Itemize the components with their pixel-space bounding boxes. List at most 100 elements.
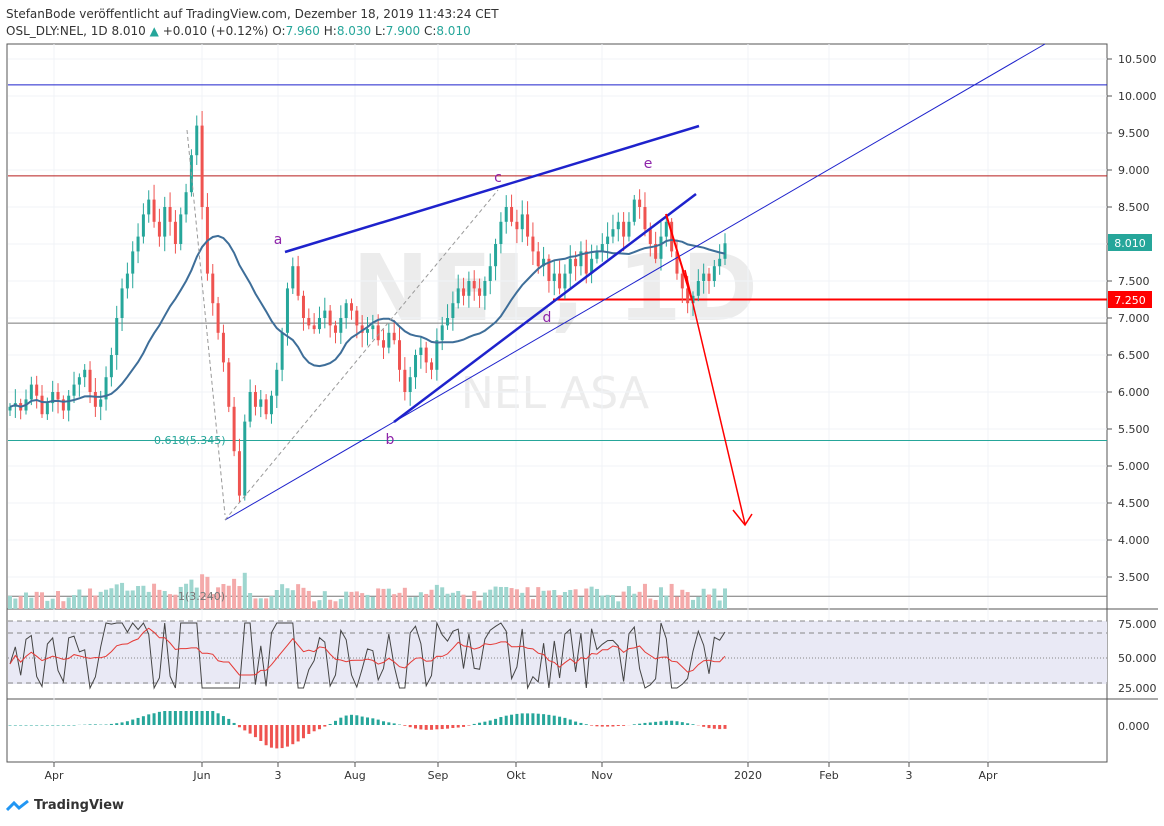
candle-body — [88, 369, 92, 392]
candle-body — [403, 369, 407, 392]
volume-bar — [232, 578, 237, 609]
candle-body — [600, 244, 604, 252]
candle-body — [558, 273, 562, 289]
candle-body — [253, 392, 257, 407]
time-tick-label: Nov — [591, 769, 613, 782]
fib-1-label: 1(3.240) — [178, 590, 225, 603]
macd-bar — [189, 711, 193, 725]
volume-bar — [557, 595, 562, 609]
candle-body — [670, 221, 674, 252]
macd-bar — [307, 725, 311, 734]
candle-body — [301, 295, 305, 318]
volume-bar — [370, 596, 375, 609]
volume-bar — [514, 589, 519, 609]
macd-bar — [366, 717, 369, 725]
candle-body — [584, 251, 588, 274]
candle-body — [77, 377, 81, 385]
volume-bar — [104, 589, 109, 609]
candle-body — [136, 236, 140, 252]
candle-body — [291, 266, 295, 289]
macd-bar — [440, 725, 444, 730]
volume-bar — [594, 588, 599, 609]
candle-body — [376, 325, 380, 341]
volume-bar — [248, 593, 253, 609]
macd-bar — [349, 714, 353, 725]
macd-bar — [643, 722, 647, 725]
candle-body — [387, 332, 391, 348]
volume-bar — [194, 587, 199, 609]
price-tick-label: 3.500 — [1118, 571, 1150, 584]
candle-body — [275, 369, 279, 396]
candle-body — [515, 221, 519, 230]
grid — [8, 44, 1107, 762]
candle-body — [531, 236, 535, 252]
target-drop-line — [665, 213, 693, 301]
macd-bar — [526, 713, 530, 725]
macd-bar — [269, 725, 273, 748]
fib-dashed-line — [224, 189, 499, 521]
macd-bar — [648, 722, 652, 725]
macd-bar — [61, 725, 65, 726]
volume-bar — [365, 594, 370, 609]
volume-bar — [525, 587, 530, 609]
symbol-label[interactable]: OSL_DLY:NEL, 1D — [6, 24, 108, 38]
volume-bar — [466, 598, 471, 609]
candle-body — [456, 288, 460, 304]
volume-bar — [696, 596, 701, 609]
macd-bar — [531, 713, 535, 725]
volume-bar — [408, 597, 413, 609]
candle-body — [312, 325, 316, 330]
candle-body — [29, 384, 33, 400]
macd-bar — [195, 711, 199, 725]
volume-bar — [157, 589, 162, 609]
macd-bar — [499, 717, 503, 725]
macd-bar — [88, 724, 92, 725]
macd-bar — [168, 711, 172, 725]
macd-bar — [339, 717, 343, 725]
candle-body — [232, 406, 236, 452]
up-arrow-icon: ▲ — [149, 24, 159, 38]
candle-body — [72, 384, 76, 396]
volume-bar — [637, 591, 642, 609]
volume-bar — [680, 589, 685, 609]
wave-label-a: a — [274, 232, 283, 248]
volume-bar — [376, 588, 381, 609]
tradingview-logo[interactable]: TradingView — [6, 798, 124, 813]
macd-bar — [360, 716, 364, 725]
volume-bar — [402, 587, 407, 609]
rsi-tick-label: 50.000 — [1118, 652, 1157, 665]
price-tick-label: 5.500 — [1118, 423, 1150, 436]
macd-bar — [707, 725, 711, 729]
close-value: 8.010 — [436, 24, 471, 38]
macd-bar — [552, 715, 556, 725]
time-tick-label: Sep — [428, 769, 449, 782]
macd-bar — [382, 721, 386, 725]
watermark-name: NEL ASA — [461, 368, 649, 419]
time-axis[interactable]: Apr Jun 3 Aug Sep Okt Nov 2020 Feb 3 Apr — [44, 762, 998, 782]
volume-bar — [8, 595, 12, 609]
candle-body — [574, 258, 578, 267]
candle-body — [307, 318, 311, 326]
candle-body — [382, 340, 386, 348]
volume-bar — [578, 597, 583, 609]
volume-bar — [648, 598, 653, 609]
candle-body — [360, 325, 364, 333]
candle-body — [451, 303, 455, 318]
volume-bar — [690, 599, 695, 609]
volume-bar — [77, 589, 82, 609]
macd-bar — [8, 725, 12, 726]
candle-body — [243, 421, 247, 496]
candle-body — [56, 392, 60, 400]
price-axis[interactable]: 10.50010.0009.5009.0008.5008.0007.5007.0… — [1107, 53, 1157, 584]
candle-body — [147, 199, 151, 215]
brand-label: TradingView — [34, 798, 125, 813]
candle-body — [702, 273, 706, 281]
macd-bar — [221, 716, 225, 725]
volume-bar — [610, 595, 615, 609]
volume-bar — [504, 587, 509, 609]
volume-bar — [98, 591, 103, 609]
macd-bar — [232, 722, 236, 725]
high-value: 8.030 — [336, 24, 372, 38]
close-label: C: — [423, 24, 437, 38]
